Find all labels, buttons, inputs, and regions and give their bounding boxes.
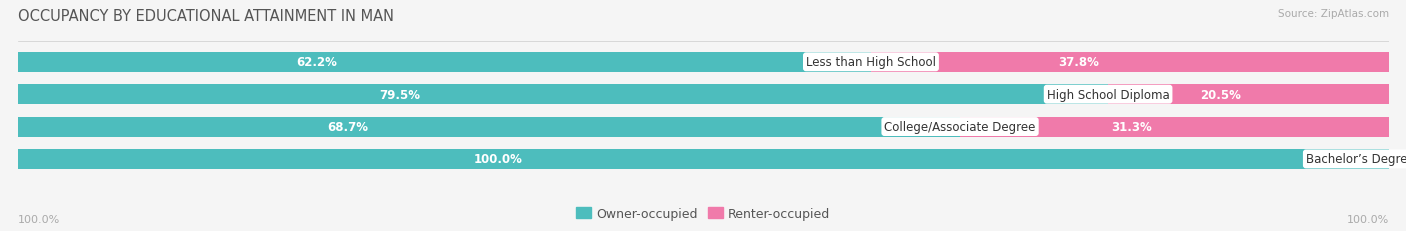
Bar [18, 117, 960, 137]
Bar [18, 117, 1389, 137]
Text: College/Associate Degree: College/Associate Degree [884, 121, 1036, 134]
Text: 68.7%: 68.7% [328, 121, 368, 134]
Text: 100.0%: 100.0% [474, 153, 523, 166]
Bar [18, 149, 1389, 169]
Text: 20.5%: 20.5% [1201, 88, 1241, 101]
Text: Less than High School: Less than High School [806, 56, 936, 69]
Legend: Owner-occupied, Renter-occupied: Owner-occupied, Renter-occupied [571, 202, 835, 225]
Bar [18, 85, 1108, 105]
Text: Source: ZipAtlas.com: Source: ZipAtlas.com [1278, 9, 1389, 19]
Bar [18, 52, 870, 73]
Text: 79.5%: 79.5% [380, 88, 420, 101]
Bar [960, 117, 1389, 137]
Text: 100.0%: 100.0% [18, 214, 60, 224]
Bar [18, 52, 1389, 73]
Text: 37.8%: 37.8% [1057, 56, 1098, 69]
Bar [18, 149, 1389, 169]
Bar [870, 52, 1389, 73]
Text: Bachelor’s Degree or higher: Bachelor’s Degree or higher [1306, 153, 1406, 166]
Bar [18, 85, 1389, 105]
Text: 100.0%: 100.0% [1347, 214, 1389, 224]
Text: 62.2%: 62.2% [297, 56, 337, 69]
Text: High School Diploma: High School Diploma [1046, 88, 1170, 101]
Text: OCCUPANCY BY EDUCATIONAL ATTAINMENT IN MAN: OCCUPANCY BY EDUCATIONAL ATTAINMENT IN M… [18, 9, 394, 24]
Text: 31.3%: 31.3% [1111, 121, 1152, 134]
Bar [1108, 85, 1389, 105]
